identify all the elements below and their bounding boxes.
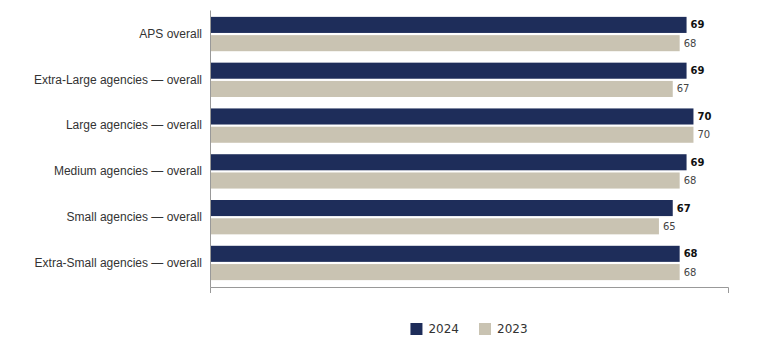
tick: Medium agencies — overall xyxy=(54,164,202,178)
data-label: 69 xyxy=(691,19,705,30)
plot: 696970696768686770686568APS overallExtra… xyxy=(34,11,729,294)
bar xyxy=(210,246,680,262)
x-axis xyxy=(211,288,729,294)
bar xyxy=(210,81,673,97)
data-label: 69 xyxy=(691,65,705,76)
data-labels: 696970696768686770686568 xyxy=(663,19,711,277)
legend-swatch xyxy=(410,323,422,335)
bar xyxy=(210,218,659,234)
bar xyxy=(210,63,687,79)
series xyxy=(210,17,693,262)
bar xyxy=(210,127,693,143)
series xyxy=(210,35,693,280)
tick: Extra-Large agencies — overall xyxy=(34,73,202,87)
tick: APS overall xyxy=(139,27,202,41)
tick-label: Large agencies — overall xyxy=(66,118,202,132)
bar xyxy=(210,200,673,216)
legend-label: 2024 xyxy=(428,322,459,336)
bar xyxy=(210,17,687,33)
tick-label: Small agencies — overall xyxy=(67,210,202,224)
tick-label: Extra-Small agencies — overall xyxy=(35,256,202,270)
tick-label: Medium agencies — overall xyxy=(54,164,202,178)
y-axis: APS overall Extra-Large agencies — overal… xyxy=(34,11,211,288)
tick-label: Extra-Large agencies — overall xyxy=(34,73,202,87)
legend-item: 2024 xyxy=(410,322,459,336)
tick-label: APS overall xyxy=(139,27,202,41)
tick: Extra-Small agencies — overall xyxy=(35,256,202,270)
data-label: 68 xyxy=(684,248,698,259)
legend-swatch xyxy=(479,323,491,335)
legend-label: 2023 xyxy=(497,322,528,336)
bar xyxy=(210,35,680,51)
data-label: 70 xyxy=(697,129,710,140)
x-axis-line xyxy=(211,288,729,294)
bar xyxy=(210,154,687,170)
data-label: 69 xyxy=(691,157,705,168)
data-label: 67 xyxy=(677,83,690,94)
bar xyxy=(210,264,680,280)
chart: 696970696768686770686568APS overallExtra… xyxy=(0,0,768,345)
data-label: 65 xyxy=(663,221,676,232)
data-label: 68 xyxy=(684,267,697,278)
data-label: 67 xyxy=(677,203,691,214)
bar xyxy=(210,172,680,188)
bar xyxy=(210,108,693,124)
tick: Large agencies — overall xyxy=(66,118,202,132)
legend-item: 2023 xyxy=(479,322,528,336)
data-label: 68 xyxy=(684,175,697,186)
data-label: 68 xyxy=(684,38,697,49)
data-label: 70 xyxy=(697,111,711,122)
bars xyxy=(210,17,693,280)
y-axis-line xyxy=(210,11,211,288)
legend: 2024 2023 xyxy=(410,322,527,336)
tick: Small agencies — overall xyxy=(67,210,202,224)
